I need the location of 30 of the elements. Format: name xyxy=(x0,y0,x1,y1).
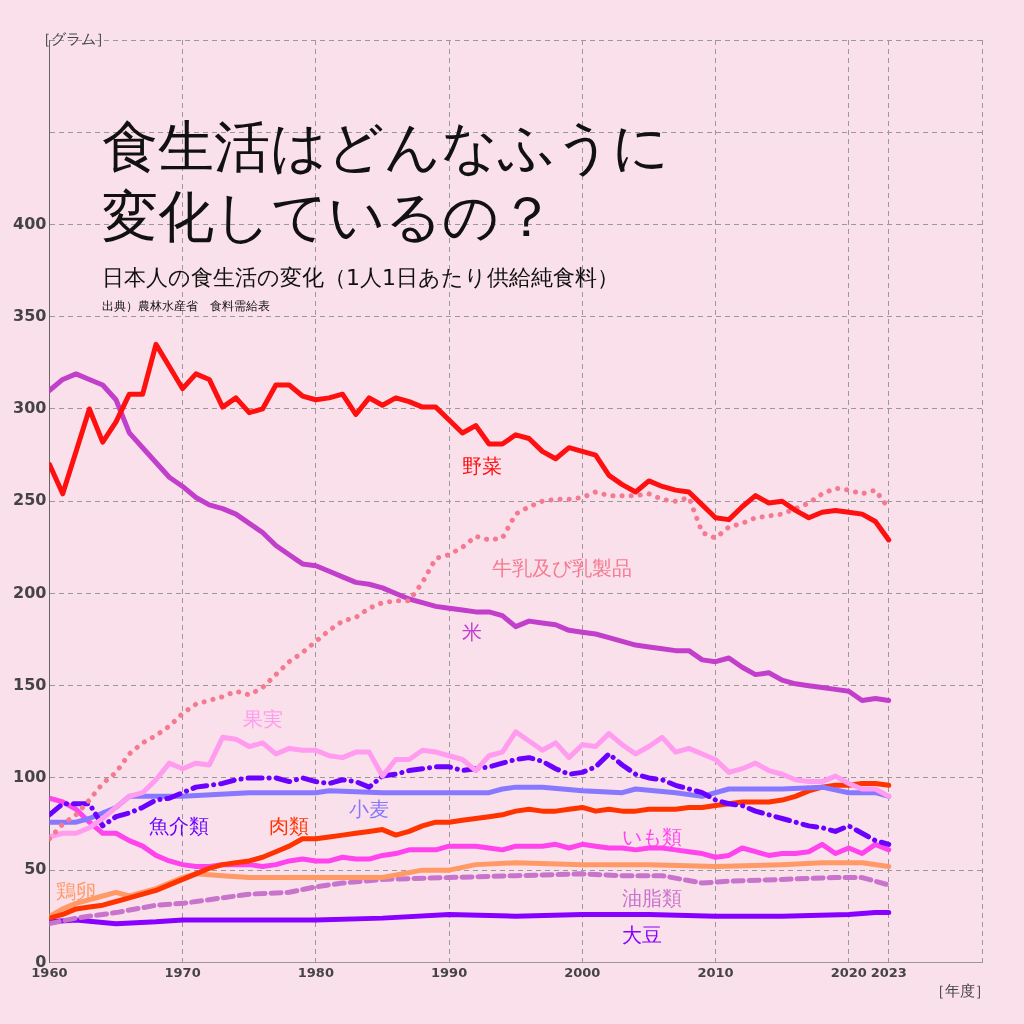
series-label: 野菜 xyxy=(462,454,503,479)
y-tick-label: 350 xyxy=(12,305,47,325)
y-tick-label: 250 xyxy=(12,490,47,510)
series-label: 小麦 xyxy=(349,797,390,822)
x-tick-label: 2000 xyxy=(564,964,601,980)
x-tick-label: 2023 xyxy=(870,964,907,980)
annotation: 出典）農林水産省 食料需給表 xyxy=(102,298,270,315)
y-tick-label: 50 xyxy=(24,859,47,879)
x-tick-label: 1970 xyxy=(164,964,201,980)
series-label: 肉類 xyxy=(269,813,310,838)
y-tick-label: 200 xyxy=(12,582,47,602)
text: 日本人の食生活の変化（1人1日あたり供給純食料） xyxy=(102,264,619,292)
series-label: 果実 xyxy=(242,706,283,731)
series-label: 牛乳及び乳製品 xyxy=(491,555,632,580)
x-tick-label: 2020 xyxy=(830,964,867,980)
x-tick-label: 2010 xyxy=(697,964,734,980)
y-tick-label: 150 xyxy=(12,674,47,694)
series-label: 魚介類 xyxy=(149,813,210,838)
x-tick-label: 1990 xyxy=(430,964,468,980)
y-tick-label: 100 xyxy=(12,767,47,787)
series-label: 油脂類 xyxy=(622,885,683,910)
x-tick-label: 1980 xyxy=(297,964,334,980)
series-label: 鶏卵 xyxy=(56,878,97,903)
y-tick-label: 400 xyxy=(12,213,47,233)
y-tick-label: 300 xyxy=(12,398,47,418)
text: 食生活はどんなふうに変化しているの？ xyxy=(102,113,670,251)
y-axis-title: ［グラム］ xyxy=(36,30,111,49)
series-label: 大豆 xyxy=(622,922,663,947)
x-axis-title: ［年度］ xyxy=(930,982,990,1001)
series-label: 米 xyxy=(462,620,483,645)
